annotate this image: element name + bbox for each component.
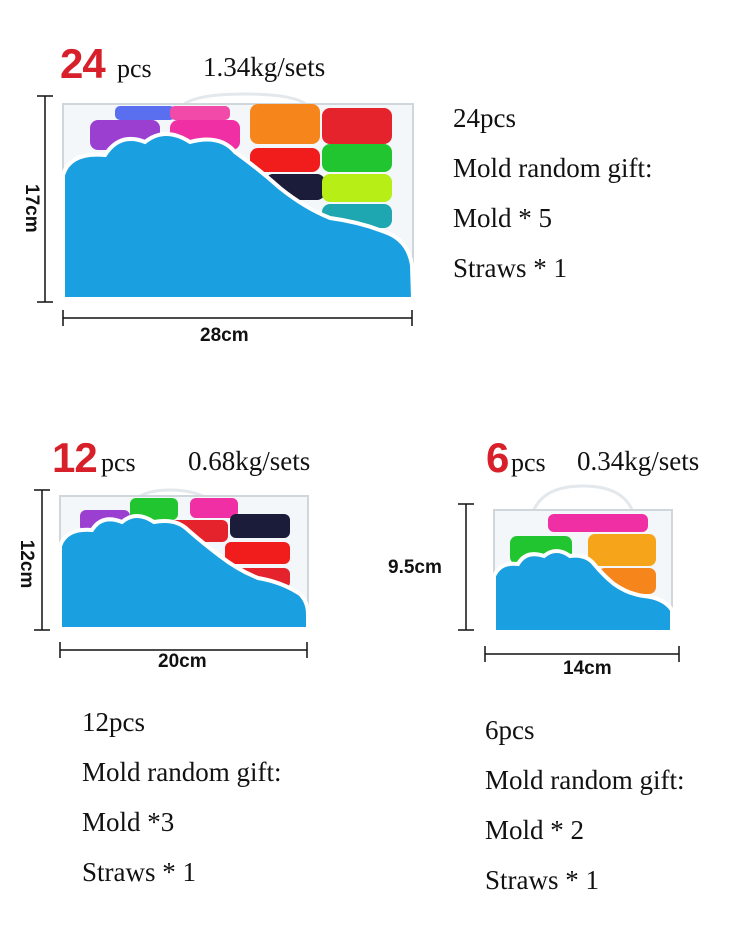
set-6-spec-line: 6pcs [485,715,535,745]
set-12-product-image [34,488,310,658]
set-12-spec-line: Mold *3 [82,807,175,837]
set-24-spec-line: Mold * 5 [453,203,553,233]
set-6-product-image [458,484,680,662]
set-24-spec-line: Straws * 1 [453,253,567,283]
set-24-product-image [37,92,416,326]
set-12-height-label: 12cm [16,539,37,589]
set-12-weight: 0.68kg/sets [188,446,311,476]
set-6-spec-line: Mold random gift: [485,765,685,795]
set-6-pcs-label: pcs [511,448,546,477]
set-24-spec-line: 24pcs [453,103,516,133]
set-12-spec-line: 12pcs [82,707,145,737]
set-6-weight: 0.34kg/sets [577,446,700,476]
set-6-spec-line: Mold * 2 [485,815,585,845]
set-12-spec-line: Mold random gift: [82,757,282,787]
set-24-count: 24 [60,40,106,87]
set-24-spec-line: Mold random gift: [453,153,653,183]
set-12-spec-line: Straws * 1 [82,857,196,887]
set-12-pcs-label: pcs [101,448,136,477]
set-6-count: 6 [486,434,509,481]
set-24-spec-list: 24pcs Mold random gift: Mold * 5 Straws … [453,93,652,293]
set-6-spec-line: Straws * 1 [485,865,599,895]
set-24-weight: 1.34kg/sets [203,52,326,82]
set-12-count: 12 [52,434,98,481]
set-6-spec-list: 6pcs Mold random gift: Mold * 2 Straws *… [485,705,684,905]
set-12-spec-list: 12pcs Mold random gift: Mold *3 Straws *… [82,697,281,897]
set-24-pcs-label: pcs [117,54,152,83]
set-6-height-label: 9.5cm [388,557,442,578]
set-24-width-label: 28cm [200,325,249,346]
set-24-height-label: 17cm [21,184,42,233]
set-6-width-label: 14cm [563,658,612,679]
set-12-width-label: 20cm [158,651,207,672]
